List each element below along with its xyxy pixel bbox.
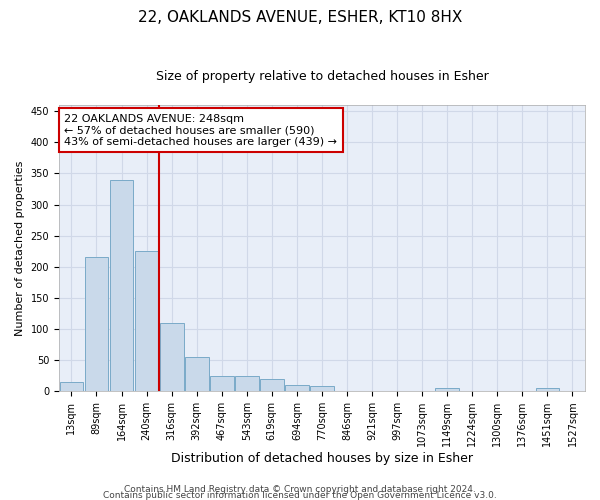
Bar xyxy=(310,386,334,391)
Bar xyxy=(85,258,109,391)
Text: 22 OAKLANDS AVENUE: 248sqm
← 57% of detached houses are smaller (590)
43% of sem: 22 OAKLANDS AVENUE: 248sqm ← 57% of deta… xyxy=(64,114,337,147)
Y-axis label: Number of detached properties: Number of detached properties xyxy=(15,160,25,336)
X-axis label: Distribution of detached houses by size in Esher: Distribution of detached houses by size … xyxy=(171,452,473,465)
Bar xyxy=(134,251,158,391)
Text: Contains HM Land Registry data © Crown copyright and database right 2024.: Contains HM Land Registry data © Crown c… xyxy=(124,485,476,494)
Bar xyxy=(285,385,309,391)
Bar xyxy=(110,180,133,391)
Text: Contains public sector information licensed under the Open Government Licence v3: Contains public sector information licen… xyxy=(103,490,497,500)
Bar xyxy=(235,376,259,391)
Bar xyxy=(160,322,184,391)
Bar xyxy=(536,388,559,391)
Bar xyxy=(260,378,284,391)
Title: Size of property relative to detached houses in Esher: Size of property relative to detached ho… xyxy=(155,70,488,83)
Text: 22, OAKLANDS AVENUE, ESHER, KT10 8HX: 22, OAKLANDS AVENUE, ESHER, KT10 8HX xyxy=(138,10,462,25)
Bar xyxy=(210,376,233,391)
Bar xyxy=(185,357,209,391)
Bar xyxy=(436,388,459,391)
Bar xyxy=(59,382,83,391)
